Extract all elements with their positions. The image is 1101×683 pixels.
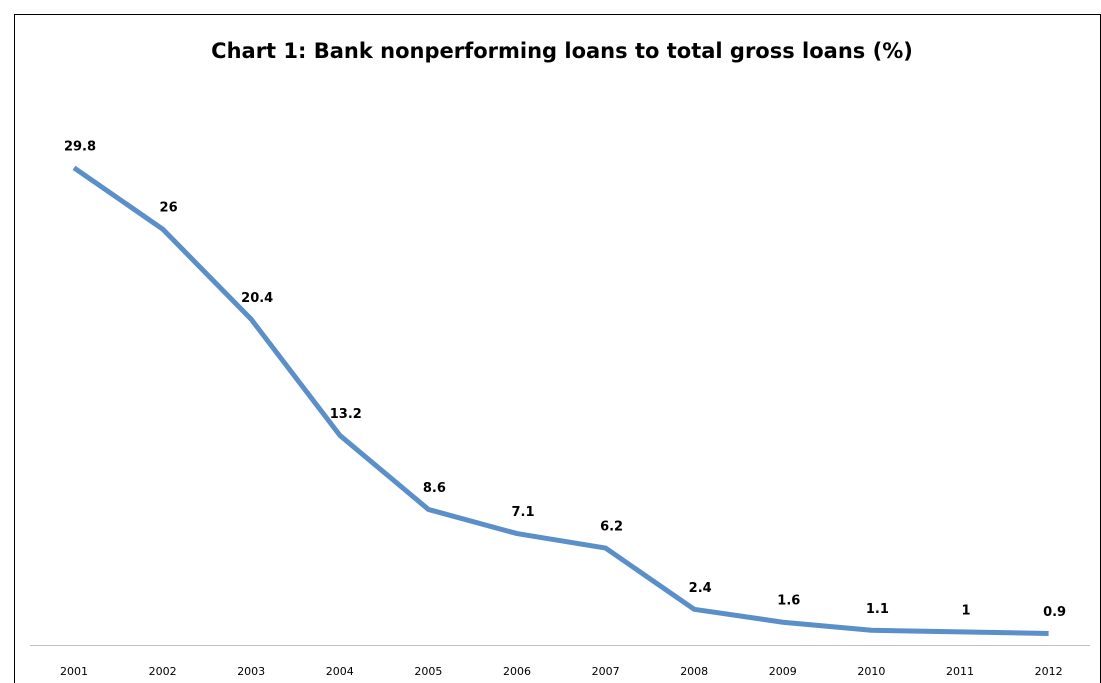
x-tick-label: 2006 bbox=[503, 665, 531, 678]
x-tick-label: 2007 bbox=[592, 665, 620, 678]
x-tick-label: 2005 bbox=[414, 665, 442, 678]
data-label: 7.1 bbox=[511, 505, 534, 520]
data-label: 1.6 bbox=[777, 594, 800, 609]
data-label: 1 bbox=[961, 603, 970, 618]
data-label: 8.6 bbox=[423, 481, 446, 496]
x-tick-label: 2008 bbox=[680, 665, 708, 678]
chart-title: Chart 1: Bank nonperforming loans to tot… bbox=[211, 39, 913, 63]
data-label: 20.4 bbox=[241, 291, 273, 306]
data-label: 13.2 bbox=[330, 407, 362, 422]
x-tick-label: 2004 bbox=[326, 665, 354, 678]
data-label: 26 bbox=[160, 201, 178, 216]
x-tick-label: 2010 bbox=[857, 665, 885, 678]
data-line bbox=[72, 165, 1049, 636]
x-tick-label: 2001 bbox=[60, 665, 88, 678]
x-tick-label: 2003 bbox=[237, 665, 265, 678]
x-tick-label: 2011 bbox=[946, 665, 974, 678]
chart-frame bbox=[14, 14, 1101, 683]
data-label: 2.4 bbox=[689, 581, 712, 596]
data-label: 6.2 bbox=[600, 520, 623, 535]
data-label: 29.8 bbox=[64, 139, 96, 154]
x-tick-label: 2009 bbox=[769, 665, 797, 678]
data-label: 0.9 bbox=[1043, 605, 1066, 620]
x-tick-label: 2002 bbox=[149, 665, 177, 678]
data-label: 1.1 bbox=[866, 602, 889, 617]
x-tick-label: 2012 bbox=[1035, 665, 1063, 678]
